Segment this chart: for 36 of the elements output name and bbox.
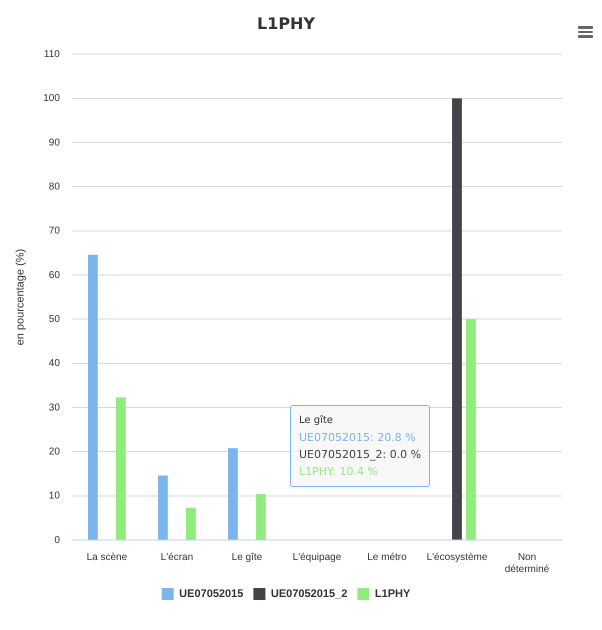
x-tick-label: Le métro [367, 552, 408, 563]
x-tick-label: Non déterminé [504, 552, 550, 575]
y-tick-label: 0 [54, 534, 60, 546]
bar [158, 476, 168, 540]
annotation: Le gîte [299, 414, 334, 428]
y-tick-label: 40 [48, 358, 60, 370]
x-tick-label: L'équipage [292, 552, 342, 563]
bar [256, 494, 266, 540]
x-tick-label: La scène [86, 552, 128, 563]
bar [88, 254, 98, 540]
annotation: UE07052015_2: 0.0 % [299, 447, 422, 463]
annotation: UE07052015: 20.8 % [299, 430, 417, 446]
x-tick-label: L'écosystème [426, 552, 488, 563]
legend-label: UE07052015 [179, 588, 244, 600]
bar [466, 319, 476, 540]
x-tick-label: L'écran [160, 552, 194, 563]
x-tick-label: Le gîte [232, 552, 263, 563]
y-tick-label: 110 [44, 48, 60, 60]
chart-title: L1PHY [256, 14, 316, 33]
y-tick-label: 10 [48, 490, 60, 502]
y-tick-label: 30 [48, 402, 60, 414]
bar [186, 508, 196, 540]
y-tick-label: 100 [43, 93, 60, 104]
bar [228, 448, 238, 540]
y-tick-label: 90 [48, 137, 60, 148]
y-tick-label: 50 [48, 314, 60, 325]
bar [452, 98, 462, 540]
bar [116, 397, 126, 540]
y-tick-label: 80 [48, 181, 60, 192]
y-tick-label: 60 [48, 270, 60, 281]
legend-label: L1PHY [374, 588, 411, 600]
y-axis-title: en pourcentage (%) [14, 248, 27, 346]
y-tick-label: 20 [48, 446, 60, 458]
legend-label: UE07052015_2 [270, 588, 348, 600]
y-tick-label: 70 [48, 226, 60, 237]
annotation: L1PHY: 10.4 % [299, 464, 379, 480]
